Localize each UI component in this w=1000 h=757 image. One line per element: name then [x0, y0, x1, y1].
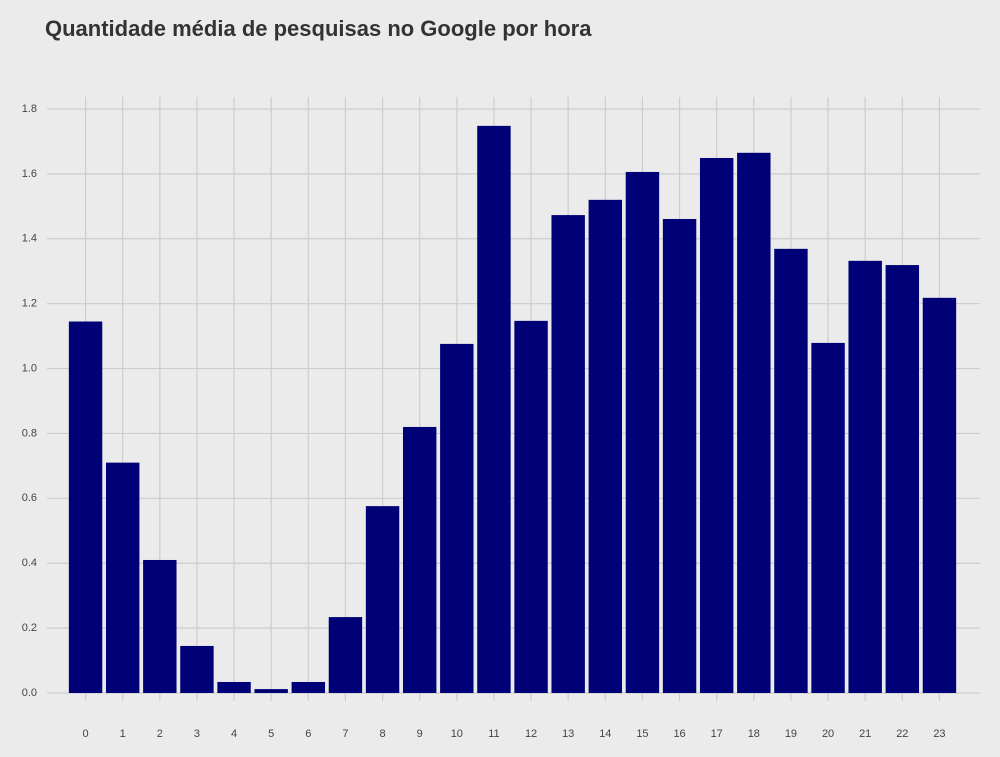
bar — [699, 157, 734, 694]
x-tick-label: 13 — [562, 728, 574, 740]
bar — [922, 297, 957, 693]
bar — [588, 199, 623, 693]
y-tick-label: 0.2 — [22, 622, 37, 634]
x-tick-label: 7 — [342, 728, 348, 740]
bar — [217, 681, 251, 693]
y-tick-label: 0.4 — [22, 557, 37, 569]
bar — [848, 260, 882, 693]
y-tick-label: 1.6 — [22, 168, 37, 180]
x-tick-label: 11 — [488, 728, 499, 740]
y-tick-label: 1.0 — [22, 362, 37, 374]
x-tick-label: 17 — [711, 728, 723, 740]
bar — [180, 645, 214, 693]
x-tick-label: 16 — [673, 728, 685, 740]
x-tick-label: 6 — [305, 728, 311, 740]
y-tick-label: 0.0 — [22, 687, 37, 699]
x-tick-label: 1 — [120, 728, 126, 740]
x-tick-label: 8 — [380, 728, 386, 740]
bar — [514, 320, 548, 693]
x-tick-label: 9 — [417, 728, 423, 740]
y-tick-label: 1.2 — [22, 298, 37, 310]
x-tick-label: 23 — [933, 728, 945, 740]
bar — [477, 125, 511, 694]
bar — [291, 681, 326, 693]
x-tick-label: 10 — [451, 728, 463, 740]
bar — [811, 342, 845, 693]
y-tick-label: 0.8 — [22, 427, 37, 439]
x-tick-label: 3 — [194, 728, 200, 740]
bar — [551, 215, 585, 694]
y-tick-label: 1.4 — [22, 233, 37, 245]
bar — [885, 265, 920, 693]
x-tick-label: 21 — [859, 728, 871, 740]
bar — [254, 689, 288, 693]
x-tick-label: 18 — [748, 728, 760, 740]
y-tick-label: 0.6 — [22, 492, 37, 504]
bar — [402, 426, 437, 693]
bar — [440, 343, 474, 693]
x-tick-label: 15 — [636, 728, 648, 740]
bar — [105, 462, 140, 693]
x-tick-label: 20 — [822, 728, 834, 740]
x-tick-label: 0 — [83, 728, 89, 740]
bar — [737, 152, 771, 694]
bar — [774, 248, 808, 693]
x-tick-label: 14 — [599, 728, 611, 740]
chart-title: Quantidade média de pesquisas no Google … — [45, 16, 592, 41]
x-tick-label: 22 — [896, 728, 908, 740]
bar — [365, 506, 400, 693]
bar — [328, 617, 363, 693]
bar — [143, 559, 177, 693]
y-tick-label: 1.8 — [22, 103, 37, 115]
x-tick-label: 12 — [525, 728, 537, 740]
x-tick-label: 5 — [268, 728, 274, 740]
bar — [68, 321, 103, 693]
bar — [625, 171, 660, 694]
x-tick-label: 19 — [785, 728, 797, 740]
bar — [662, 218, 697, 693]
x-tick-label: 2 — [157, 728, 163, 740]
x-tick-label: 4 — [231, 728, 237, 740]
